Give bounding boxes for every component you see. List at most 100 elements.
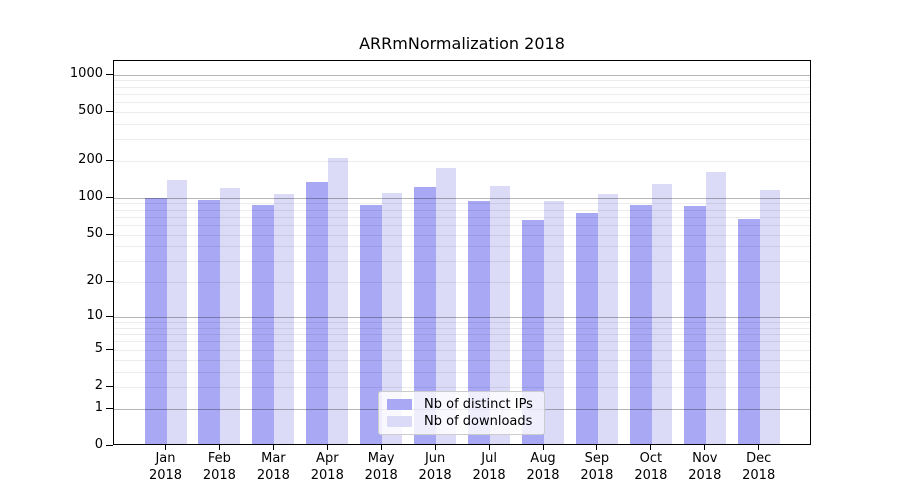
x-tick-mark	[542, 445, 544, 450]
bar-distinct-ips	[306, 182, 329, 444]
x-tick-month: Sep	[584, 451, 610, 466]
x-tick-label: Dec 2018	[731, 450, 787, 484]
bar-downloads	[544, 201, 564, 444]
bar-downloads	[220, 188, 241, 444]
x-tick-month: May	[367, 451, 395, 466]
x-tick-mark	[434, 445, 436, 450]
x-tick-year: 2018	[202, 468, 236, 483]
x-tick-mark	[758, 445, 760, 450]
y-tick-mark	[106, 407, 113, 409]
y-tick-label: 0	[94, 437, 103, 452]
x-tick-year: 2018	[688, 468, 722, 483]
y-tick-mark	[106, 233, 113, 235]
x-tick-mark	[326, 445, 328, 450]
x-tick-mark	[596, 445, 598, 450]
x-tick-mark	[218, 445, 220, 450]
y-tick-label: 500	[78, 102, 103, 118]
bar-downloads	[759, 190, 780, 444]
bar-downloads	[328, 158, 349, 444]
x-tick-mark	[650, 445, 652, 450]
bar-downloads	[382, 192, 403, 444]
x-tick-month: Jun	[424, 451, 446, 466]
legend-swatch-distinct-ips	[387, 399, 412, 410]
x-tick-month: Apr	[316, 451, 339, 466]
y-tick-mark	[106, 385, 113, 387]
bar-downloads	[597, 194, 618, 444]
x-tick-label: Jul 2018	[461, 450, 517, 484]
y-tick-label: 20	[86, 273, 103, 289]
legend-swatch-downloads	[387, 416, 412, 427]
y-tick-label: 2	[94, 377, 103, 393]
y-tick-mark	[106, 196, 113, 198]
bar-distinct-ips	[522, 220, 544, 444]
x-tick-month: Dec	[746, 451, 772, 466]
legend: Nb of distinct IPs Nb of downloads	[378, 391, 545, 435]
x-tick-mark	[488, 445, 490, 450]
legend-entry-downloads: Nb of downloads	[387, 414, 536, 429]
x-tick-year: 2018	[526, 468, 560, 483]
y-tick-mark	[106, 445, 113, 446]
plot-area	[113, 60, 811, 445]
bars-layer	[114, 61, 810, 444]
y-tick-label: 1000	[69, 65, 103, 81]
x-tick-month: Feb	[207, 451, 231, 466]
x-tick-year: 2018	[418, 468, 452, 483]
y-tick-mark	[106, 159, 113, 161]
x-tick-year: 2018	[742, 468, 776, 483]
x-tick-year: 2018	[148, 468, 183, 483]
x-tick-label: Sep 2018	[569, 450, 625, 484]
y-tick-label: 50	[86, 225, 103, 241]
x-tick-year: 2018	[256, 468, 290, 483]
bar-downloads	[166, 179, 187, 444]
bar-distinct-ips	[575, 213, 598, 444]
x-tick-month: Mar	[261, 451, 286, 466]
x-tick-mark	[272, 445, 274, 450]
x-tick-label: Mar 2018	[245, 450, 301, 484]
x-tick-year: 2018	[472, 468, 506, 483]
bar-distinct-ips	[360, 204, 383, 444]
y-tick-mark	[106, 348, 113, 350]
x-tick-label: Jun 2018	[407, 450, 463, 484]
y-tick-mark	[106, 110, 113, 112]
bar-downloads	[490, 186, 511, 444]
bar-downloads	[651, 183, 672, 444]
x-tick-month: Nov	[692, 451, 718, 466]
legend-label-downloads: Nb of downloads	[424, 414, 533, 429]
x-tick-year: 2018	[634, 468, 668, 483]
x-tick-label: Aug 2018	[515, 450, 571, 484]
y-tick-label: 10	[86, 308, 103, 324]
bar-distinct-ips	[198, 199, 221, 444]
x-tick-label: Jan 2018	[138, 450, 194, 484]
x-tick-label: Nov 2018	[677, 450, 733, 484]
x-tick-label: May 2018	[353, 450, 409, 484]
bar-distinct-ips	[252, 205, 275, 444]
bar-distinct-ips	[737, 218, 760, 444]
y-tick-label: 1	[94, 399, 103, 415]
bar-downloads	[436, 167, 457, 444]
x-tick-label: Apr 2018	[299, 450, 355, 484]
bar-distinct-ips	[629, 204, 652, 444]
y-tick-label: 5	[94, 340, 103, 356]
bar-distinct-ips	[468, 200, 491, 444]
x-tick-label: Oct 2018	[623, 450, 679, 484]
x-tick-year: 2018	[580, 468, 614, 483]
y-tick-label: 100	[78, 188, 103, 204]
bar-downloads	[705, 171, 726, 444]
x-tick-year: 2018	[364, 468, 398, 483]
legend-label-distinct-ips: Nb of distinct IPs	[424, 397, 533, 412]
legend-entry-distinct-ips: Nb of distinct IPs	[387, 397, 536, 412]
x-tick-mark	[165, 445, 166, 450]
x-tick-month: Jul	[481, 451, 497, 466]
x-tick-mark	[704, 445, 706, 450]
bar-distinct-ips	[414, 187, 437, 444]
y-tick-label: 200	[78, 151, 103, 167]
y-tick-mark	[106, 316, 113, 318]
x-tick-month: Jan	[155, 451, 176, 466]
x-tick-mark	[380, 445, 382, 450]
x-tick-label: Feb 2018	[191, 450, 247, 484]
x-tick-year: 2018	[310, 468, 344, 483]
x-tick-month: Oct	[639, 451, 663, 466]
bar-distinct-ips	[683, 205, 706, 444]
y-tick-mark	[106, 281, 113, 283]
